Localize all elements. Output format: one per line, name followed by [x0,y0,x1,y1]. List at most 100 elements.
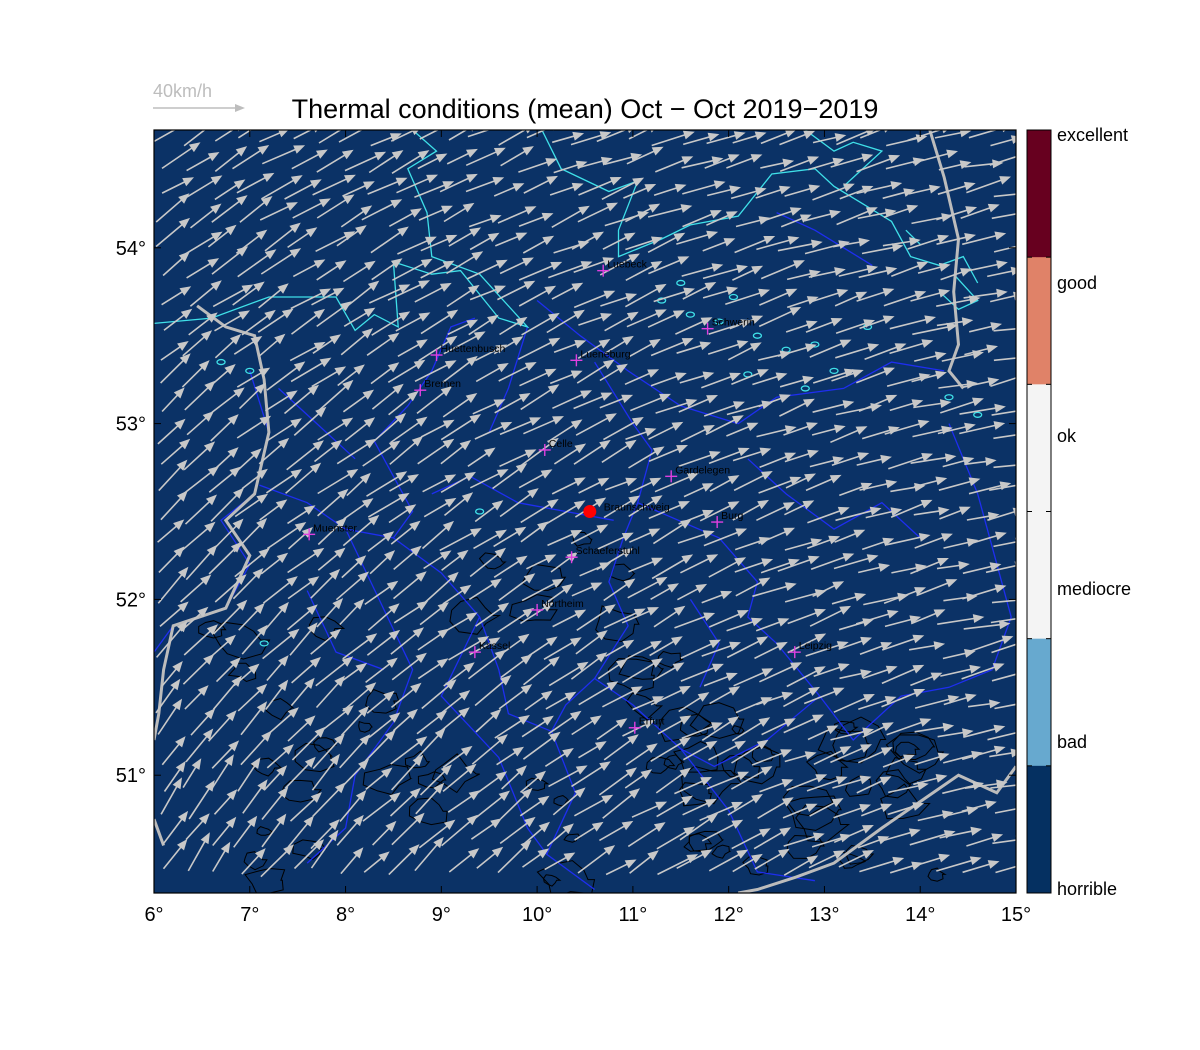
wind-arrow [881,634,925,651]
city-luebeck: Luebeck [597,259,648,277]
wind-arrow [732,447,772,462]
wind-arrow [518,469,553,489]
wind-arrow [183,441,216,471]
wind-arrow [990,784,1016,789]
wind-arrow [342,389,374,413]
wind-arrow [938,477,981,491]
wind-arrow [551,205,590,228]
wind-arrow [964,344,998,356]
wind-arrow [497,280,536,301]
wind-arrow [787,633,827,654]
wind-arrow [961,800,997,813]
wind-arrow [757,797,794,819]
wind-arrow [497,839,532,874]
wind-arrow [571,231,604,250]
wind-arrow [887,802,925,816]
wind-arrow [939,826,983,839]
wind-arrow [291,726,326,761]
wind-arrow [783,422,818,436]
wind-arrow [574,794,614,817]
colorbar-label-excellent: excellent [1057,125,1128,145]
wind-arrow [528,636,558,657]
wind-arrow [674,612,716,629]
lake-outline [216,358,226,366]
wind-arrow [213,789,238,815]
colorbar-label-horrible: horrible [1057,879,1117,899]
lake-outline [685,311,696,318]
wind-arrow [161,661,183,687]
wind-arrow [393,545,422,571]
wind-arrow [519,368,557,387]
wind-arrow [576,604,616,631]
wind-arrow [784,500,815,516]
wind-arrow [993,357,1016,362]
wind-arrow [283,384,319,415]
wind-arrow [523,656,560,686]
wind-arrow [678,451,721,467]
wind-arrow [968,260,1008,272]
wind-arrow [287,815,314,848]
wind-arrow [163,760,186,792]
lake-outline [245,367,255,375]
wind-arrow [705,415,744,436]
terrain-contour [875,769,913,799]
wind-arrow [292,198,331,219]
wind-arrow [183,624,218,656]
wind-arrow [552,390,592,410]
wind-arrow [417,658,449,680]
wind-arrow [258,437,290,465]
wind-arrow [681,263,724,277]
wind-arrow [571,715,602,736]
wind-arrow [752,582,797,598]
wind-arrow [987,507,1016,521]
wind-arrow [779,130,816,146]
wind-arrow [546,823,574,847]
wind-arrow [494,393,531,414]
wind-arrow [440,471,476,493]
wind-arrow [519,795,550,817]
wind-arrow [889,339,934,355]
wind-arrow [758,394,791,408]
wind-arrow [284,179,322,200]
wind-arrow [372,820,397,846]
wind-arrow [211,246,249,275]
wind-arrow [475,709,502,733]
wind-arrow [265,679,289,710]
rivers-country-borders [154,130,1016,893]
wind-arrow [368,150,404,174]
wind-arrow [316,301,352,328]
wind-arrow [914,722,955,733]
wind-arrow [651,130,695,147]
wind-arrow [629,528,661,543]
wind-arrow [500,654,533,679]
wind-arrow [183,130,206,147]
wind-arrow [683,740,718,761]
wind-arrow [967,699,1001,709]
wind-arrow [701,819,744,842]
wind-arrow [682,132,720,146]
wind-arrow [161,387,185,413]
wind-arrow [366,690,395,714]
wind-arrow [625,640,662,661]
wind-arrow [807,506,850,524]
wind-arrow [888,453,933,470]
wind-arrow [414,836,444,872]
wind-arrow [234,548,270,578]
wind-arrow [446,284,480,308]
wind-arrow [180,521,216,552]
wind-arrow [603,417,644,441]
wind-arrow [421,679,457,710]
wind-arrow [290,288,332,310]
wind-arrow [396,174,438,194]
wind-arrow [891,261,929,278]
wind-arrow [266,522,307,550]
wind-arrow [468,578,502,601]
lake-outline [728,293,739,301]
wind-arrow [215,657,241,683]
wind-arrow [342,260,376,283]
wind-arrow [181,175,223,201]
terrain-contour [645,756,676,774]
wind-arrow [603,578,636,602]
wind-arrow [701,590,733,604]
wind-arrow [759,452,797,469]
